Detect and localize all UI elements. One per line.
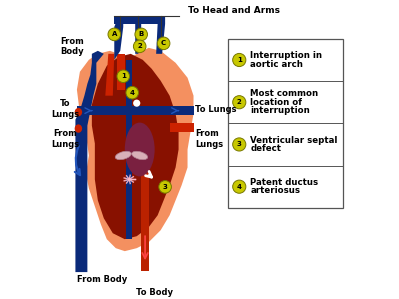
Polygon shape <box>92 54 179 239</box>
Text: 4: 4 <box>130 90 135 96</box>
Circle shape <box>157 37 170 50</box>
Polygon shape <box>117 54 125 90</box>
Text: interruption: interruption <box>250 106 310 115</box>
Circle shape <box>135 28 148 41</box>
Text: 2: 2 <box>137 43 142 49</box>
Text: 3: 3 <box>237 141 242 147</box>
Text: Interruption in: Interruption in <box>250 51 322 60</box>
Polygon shape <box>170 123 194 132</box>
Polygon shape <box>114 16 161 24</box>
Polygon shape <box>105 54 114 96</box>
Text: Ventricular septal: Ventricular septal <box>250 136 338 145</box>
Polygon shape <box>126 60 132 239</box>
Text: aortic arch: aortic arch <box>250 60 303 69</box>
Text: 1: 1 <box>121 73 126 79</box>
Circle shape <box>233 180 246 193</box>
Circle shape <box>233 138 246 151</box>
Circle shape <box>133 100 140 107</box>
Text: 3: 3 <box>163 184 168 190</box>
Polygon shape <box>77 106 128 115</box>
Polygon shape <box>129 106 194 115</box>
Ellipse shape <box>132 151 148 160</box>
Circle shape <box>233 96 246 109</box>
Text: A: A <box>112 31 117 37</box>
Ellipse shape <box>75 124 82 133</box>
Text: To Head and Arms: To Head and Arms <box>188 6 280 15</box>
Text: B: B <box>138 31 144 37</box>
Ellipse shape <box>75 108 82 116</box>
Circle shape <box>159 181 172 193</box>
Text: 4: 4 <box>237 184 242 190</box>
Text: To Body: To Body <box>136 288 173 297</box>
Ellipse shape <box>125 123 155 176</box>
Text: Patent ductus: Patent ductus <box>250 178 318 187</box>
Polygon shape <box>135 19 141 54</box>
Text: From
Lungs: From Lungs <box>51 129 79 149</box>
Circle shape <box>233 54 246 67</box>
Text: location of: location of <box>250 98 302 107</box>
FancyBboxPatch shape <box>228 39 343 208</box>
Text: 1: 1 <box>237 57 242 63</box>
Text: C: C <box>161 40 166 46</box>
Text: To Lungs: To Lungs <box>195 105 237 114</box>
Text: From Body: From Body <box>77 275 127 284</box>
Polygon shape <box>77 48 194 251</box>
Circle shape <box>117 70 130 83</box>
Text: Most common: Most common <box>250 89 318 98</box>
Polygon shape <box>75 51 104 272</box>
Text: defect: defect <box>250 144 281 153</box>
Circle shape <box>126 86 138 99</box>
Circle shape <box>133 40 146 53</box>
Polygon shape <box>114 19 123 60</box>
Circle shape <box>108 28 120 41</box>
Text: From
Body: From Body <box>61 37 84 56</box>
Text: To
Lungs: To Lungs <box>51 100 79 119</box>
Text: 2: 2 <box>237 99 242 105</box>
Polygon shape <box>156 16 165 54</box>
Polygon shape <box>141 150 149 271</box>
Text: From
Lungs: From Lungs <box>195 129 223 149</box>
Text: arteriosus: arteriosus <box>250 186 300 195</box>
Ellipse shape <box>115 151 131 160</box>
